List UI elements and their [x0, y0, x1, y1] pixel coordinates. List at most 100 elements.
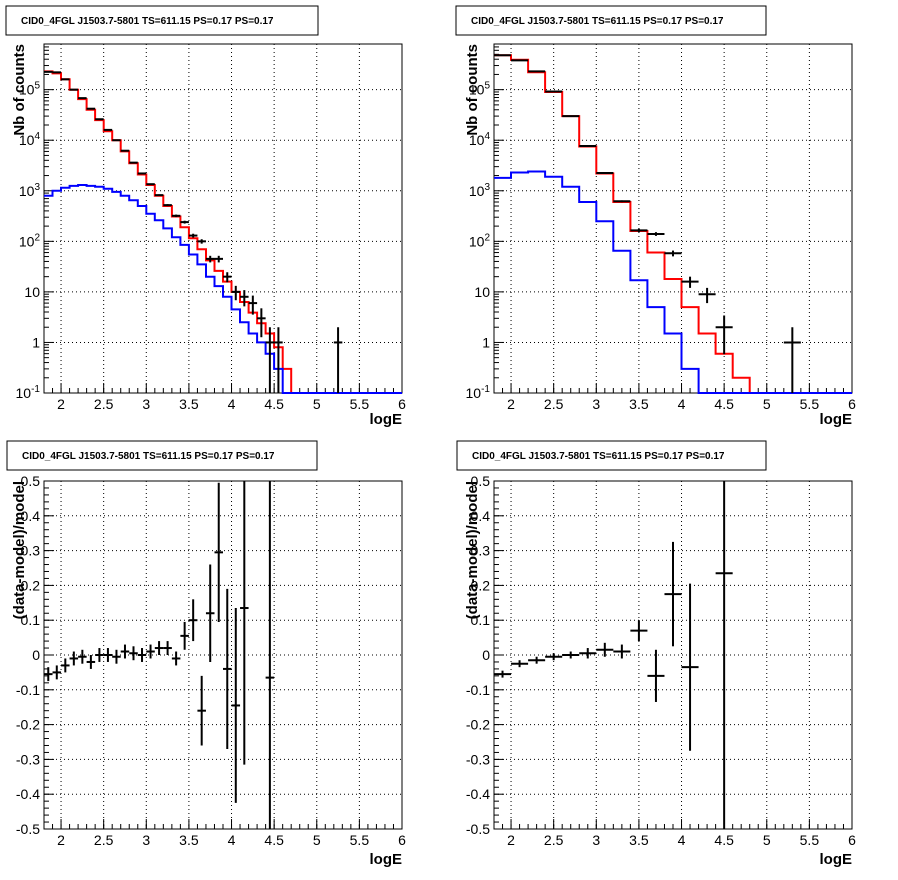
- data-point: [699, 288, 716, 303]
- y-axis-label: Nb of counts: [11, 44, 28, 136]
- data-point: [87, 655, 96, 669]
- x-tick-label: 3: [592, 396, 600, 412]
- chart-title: CID0_4FGL J1503.7-5801 TS=611.15 PS=0.17…: [21, 16, 274, 27]
- data-point: [579, 146, 596, 147]
- y-tick-label: -0.1: [16, 682, 40, 698]
- x-tick-label: 5: [313, 832, 321, 848]
- y-tick-exponent: 3: [484, 182, 490, 193]
- x-tick-label: 4: [228, 396, 236, 412]
- data-point: [180, 622, 189, 650]
- data-point: [61, 658, 70, 672]
- y-tick-base: 10: [469, 183, 485, 199]
- chart-title: CID0_4FGL J1503.7-5801 TS=611.15 PS=0.17…: [472, 451, 725, 462]
- data-point: [129, 162, 138, 163]
- data-point: [630, 620, 647, 641]
- data-point: [146, 184, 155, 185]
- y-tick-label: -0.2: [16, 717, 40, 733]
- data-point: [682, 277, 699, 288]
- y-tick-label: 102: [19, 232, 41, 249]
- data-point: [206, 565, 215, 662]
- data-point: [334, 327, 343, 393]
- data-point: [613, 645, 630, 659]
- data-point: [545, 653, 562, 660]
- data-point: [613, 200, 630, 202]
- data-point: [716, 315, 733, 354]
- data-point: [95, 648, 104, 662]
- model-component-histogram: [494, 172, 852, 394]
- data-point: [579, 648, 596, 658]
- x-tick-label: 2: [57, 396, 65, 412]
- x-tick-label: 5: [763, 832, 771, 848]
- x-tick-label: 5.5: [800, 396, 820, 412]
- x-tick-label: 5.5: [800, 832, 820, 848]
- data-point: [664, 251, 681, 257]
- y-tick-label: 10-1: [466, 384, 491, 401]
- data-point: [146, 645, 155, 659]
- data-point: [596, 173, 613, 174]
- x-tick-label: 4.5: [264, 832, 284, 848]
- y-tick-exponent: 5: [484, 81, 490, 92]
- y-tick-label: -0.5: [16, 821, 40, 837]
- data-point: [647, 232, 664, 236]
- y-tick-base: 10: [19, 183, 35, 199]
- data-point: [53, 665, 62, 679]
- y-axis-label: (data-model)/model: [11, 481, 28, 619]
- data-point: [682, 584, 699, 751]
- data-point: [121, 645, 130, 659]
- data-point: [172, 215, 181, 217]
- y-tick-label: -0.4: [466, 786, 490, 802]
- y-tick-exponent: 2: [484, 232, 490, 243]
- x-tick-label: 3: [592, 832, 600, 848]
- x-tick-label: 3.5: [179, 396, 199, 412]
- y-tick-label: 0: [482, 647, 490, 663]
- x-tick-label: 6: [848, 396, 856, 412]
- x-tick-label: 3: [142, 832, 150, 848]
- data-point: [240, 290, 249, 306]
- data-point: [138, 648, 147, 662]
- data-point: [206, 256, 215, 263]
- x-tick-label: 4: [678, 832, 686, 848]
- model-component-histogram: [44, 185, 402, 393]
- y-tick-label: -0.5: [466, 821, 490, 837]
- x-tick-label: 3: [142, 396, 150, 412]
- x-tick-label: 6: [848, 832, 856, 848]
- data-point: [163, 204, 172, 206]
- x-tick-label: 6: [398, 396, 406, 412]
- x-tick-label: 5.5: [350, 396, 370, 412]
- x-tick-label: 4.5: [714, 832, 734, 848]
- y-tick-exponent: 2: [34, 232, 40, 243]
- chart-panel-2: CID0_4FGL J1503.7-5801 TS=611.15 PS=0.17…: [456, 6, 856, 428]
- y-tick-exponent: -1: [31, 384, 40, 395]
- x-tick-label: 3.5: [629, 396, 649, 412]
- data-point: [197, 676, 206, 746]
- x-tick-label: 3.5: [179, 832, 199, 848]
- data-point: [189, 599, 198, 641]
- y-tick-label: 1: [482, 334, 490, 350]
- x-tick-label: 6: [398, 832, 406, 848]
- y-tick-label: 1: [32, 334, 40, 350]
- y-tick-label: 10: [24, 284, 40, 300]
- x-tick-label: 5: [313, 396, 321, 412]
- y-axis-label: Nb of counts: [464, 44, 481, 136]
- x-tick-label: 4.5: [264, 396, 284, 412]
- y-tick-label: 0: [32, 647, 40, 663]
- y-axis-label: (data-model)/model: [464, 481, 481, 619]
- data-point: [232, 286, 241, 300]
- x-axis-label: logE: [820, 411, 853, 428]
- plot-frame: [44, 44, 402, 393]
- data-point: [647, 650, 664, 702]
- y-tick-base: 10: [469, 233, 485, 249]
- data-point: [104, 648, 113, 662]
- y-tick-base: 10: [16, 385, 32, 401]
- data-point: [172, 652, 181, 666]
- y-tick-exponent: 4: [484, 131, 490, 142]
- data-point: [214, 256, 223, 263]
- y-tick-label: -0.2: [466, 717, 490, 733]
- chart-title: CID0_4FGL J1503.7-5801 TS=611.15 PS=0.17…: [22, 451, 275, 462]
- data-point: [121, 150, 130, 151]
- y-tick-label: -0.3: [466, 751, 490, 767]
- y-tick-label: -0.1: [466, 682, 490, 698]
- x-tick-label: 2.5: [544, 396, 564, 412]
